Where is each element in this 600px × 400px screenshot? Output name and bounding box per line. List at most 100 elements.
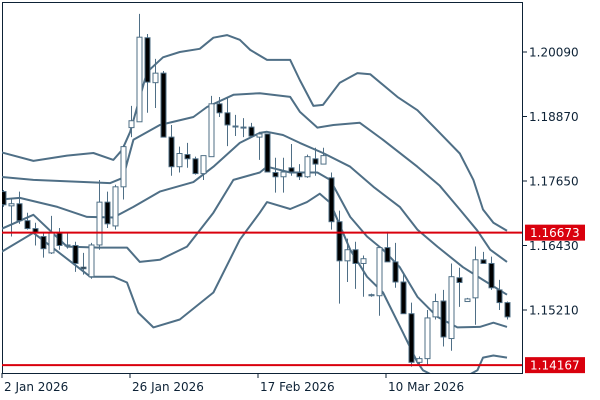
- candle: [408, 302, 415, 367]
- y-tick-label: 1.18870: [529, 110, 579, 124]
- bearish-candle-body: [2, 191, 7, 206]
- candle: [416, 356, 423, 365]
- y-tick-label: 1.15210: [529, 303, 579, 317]
- bullish-candle-body: [232, 125, 239, 128]
- candle: [232, 114, 239, 137]
- price-line-label: 1.16673: [530, 226, 580, 240]
- candle: [152, 58, 159, 109]
- price-line-labels: 1.16673 1.14167: [530, 226, 580, 372]
- candle: [464, 297, 471, 303]
- bearish-candle-body: [56, 232, 63, 246]
- candle: [400, 272, 407, 315]
- candle: [136, 13, 143, 123]
- bearish-candle-body: [224, 112, 231, 126]
- candle: [112, 184, 119, 230]
- bearish-candle-body: [24, 220, 31, 230]
- y-tick-label: 1.20090: [529, 46, 579, 60]
- candle: [96, 179, 103, 250]
- candle: [376, 247, 383, 316]
- candle: [480, 251, 487, 264]
- candle: [384, 231, 391, 263]
- price-axis: 1.20090 1.18870 1.17650 1.16430 1.15210: [522, 46, 579, 317]
- bearish-candle-body: [392, 261, 399, 283]
- bullish-candle-body: [136, 36, 143, 123]
- candle: [344, 238, 351, 282]
- candle: [488, 256, 495, 290]
- x-tick-label: 10 Mar 2026: [388, 380, 464, 394]
- bullish-candle-body: [424, 317, 431, 360]
- bearish-candle-body: [496, 289, 503, 304]
- bullish-candle-body: [96, 201, 103, 246]
- candle: [456, 267, 463, 307]
- bearish-candle-body: [504, 302, 511, 318]
- candle: [352, 241, 359, 289]
- bullish-candle-body: [472, 259, 479, 299]
- bullish-candle-body: [8, 203, 15, 207]
- y-tick-label: 1.16430: [529, 239, 579, 253]
- candle: [104, 191, 111, 229]
- bearish-candle-body: [336, 221, 343, 262]
- candle: [16, 191, 23, 224]
- bearish-candle-body: [216, 103, 223, 114]
- bullish-candle-body: [448, 276, 455, 340]
- bearish-candle-body: [272, 172, 279, 178]
- candle: [120, 145, 127, 200]
- date-axis: 2 Jan 2026 26 Jan 2026 17 Feb 2026 10 Ma…: [1, 373, 464, 394]
- candle: [24, 212, 31, 230]
- candle: [504, 301, 511, 320]
- candle: [328, 172, 335, 230]
- candle: [2, 189, 7, 207]
- bearish-candle-body: [488, 262, 495, 289]
- candle: [80, 252, 87, 275]
- bullish-candle-body: [128, 120, 135, 129]
- bearish-candle-body: [288, 167, 295, 173]
- candle: [472, 246, 479, 325]
- bullish-candle-body: [344, 249, 351, 262]
- candle: [288, 143, 295, 176]
- price-line-label: 1.14167: [530, 359, 580, 373]
- upper-band-1: [2, 92, 508, 263]
- bullish-candle-body: [432, 301, 439, 318]
- candle: [392, 242, 399, 288]
- lower-band-2: [2, 192, 508, 373]
- candle: [224, 96, 231, 147]
- bullish-candle-body: [64, 244, 71, 247]
- bearish-candle-body: [104, 201, 111, 225]
- candle: [448, 263, 455, 351]
- bullish-candle-body: [112, 186, 119, 227]
- candle: [40, 232, 47, 258]
- candle: [280, 157, 287, 193]
- bullish-candle-body: [240, 126, 247, 129]
- bullish-candle-body: [48, 232, 55, 254]
- bearish-candle-body: [248, 126, 255, 137]
- y-tick-label: 1.17650: [529, 174, 579, 188]
- bullish-candle-body: [320, 155, 327, 165]
- bearish-candle-body: [480, 259, 487, 264]
- candle: [368, 293, 375, 297]
- bullish-candle-body: [280, 171, 287, 178]
- bullish-candle-body: [208, 103, 215, 158]
- bullish-candle-body: [256, 133, 263, 138]
- bearish-candle-body: [384, 247, 391, 263]
- price-line-label-box: [525, 357, 585, 374]
- x-tick-label: 17 Feb 2026: [260, 380, 335, 394]
- bearish-candle-body: [80, 266, 87, 270]
- candle: [272, 157, 279, 193]
- candle: [144, 34, 151, 113]
- candle: [360, 255, 367, 297]
- candle: [192, 156, 199, 175]
- bullish-candle-body: [464, 298, 471, 303]
- candle: [496, 279, 503, 310]
- bullish-candle-body: [152, 72, 159, 84]
- candle: [432, 293, 439, 320]
- candle: [184, 142, 191, 168]
- candle: [424, 309, 431, 365]
- candle: [440, 289, 447, 347]
- candle: [88, 242, 95, 279]
- candle: [200, 155, 207, 180]
- candle: [8, 199, 15, 237]
- bullish-candle-body: [376, 247, 383, 297]
- bullish-candle-body: [88, 244, 95, 278]
- price-line-label-box: [525, 224, 585, 241]
- bearish-candle-body: [144, 37, 151, 83]
